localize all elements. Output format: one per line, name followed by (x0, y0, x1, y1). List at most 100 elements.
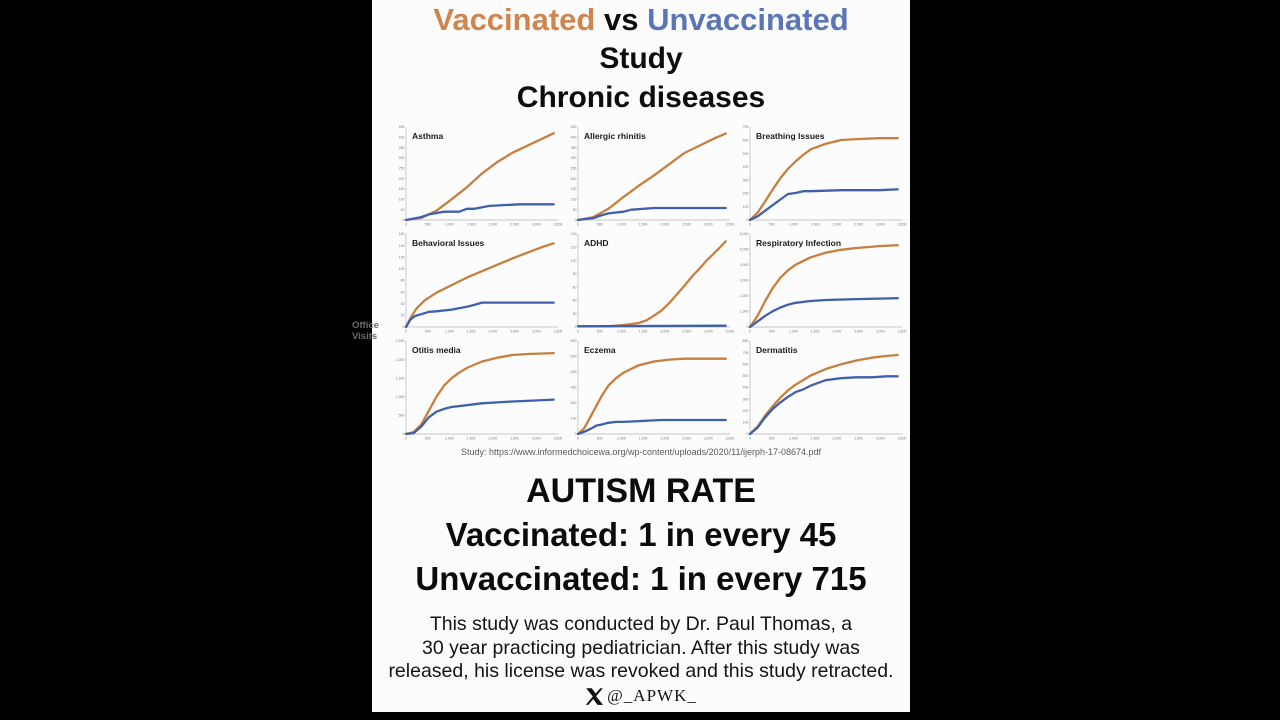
y-tick-label: 500 (399, 414, 405, 418)
x-tick-label: 1,000 (445, 330, 454, 334)
y-tick-label: 100 (399, 267, 405, 271)
x-tick-label: 500 (425, 223, 431, 227)
y-tick-label: 600 (743, 138, 749, 142)
y-tick-label: 2,000 (740, 294, 749, 298)
x-tick-label: 2,000 (488, 330, 497, 334)
x-tick-label: 500 (769, 330, 775, 334)
chart-asthma: 450 400 350 300 250 200 150 100 50 0 0 500 1,000 1,50… (392, 124, 564, 231)
shared-y-axis-label-line1: Office (352, 320, 379, 331)
y-tick-label: 600 (571, 339, 577, 343)
y-tick-label: 100 (743, 205, 749, 209)
series-unvaccinated (404, 203, 555, 222)
y-tick-label: 400 (743, 386, 749, 390)
y-tick-label: 400 (743, 165, 749, 169)
series-unvaccinated (576, 324, 727, 328)
x-tick-label: 3,500 (898, 330, 907, 334)
shared-y-axis-label: Office Visits (352, 320, 394, 342)
x-tick-label: 3,000 (876, 223, 885, 227)
x-tick-label: 500 (425, 330, 431, 334)
y-tick-label: 50 (573, 208, 577, 212)
chart-behavioral-issues: 160 140 120 100 80 60 40 20 0 0 500 1,000 1,500 2,000… (392, 231, 564, 338)
x-tick-label: 0 (405, 223, 407, 227)
y-tick-label: 50 (401, 208, 405, 212)
x-tick-label: 1,500 (639, 330, 648, 334)
y-tick-label: 0 (575, 325, 577, 329)
x-tick-label: 2,500 (510, 223, 519, 227)
study-description-line1: This study was conducted by Dr. Paul Tho… (429, 613, 853, 635)
y-tick-label: 800 (743, 339, 749, 343)
y-tick-label: 500 (743, 374, 749, 378)
y-tick-label: 500 (743, 152, 749, 156)
x-tick-label: 2,500 (682, 223, 691, 227)
y-tick-label: 3,000 (740, 279, 749, 283)
chart-breathing-issues: 700 600 500 400 300 200 100 0 0 500 1,000 1,500 2,00… (736, 124, 908, 231)
x-tick-label: 3,000 (704, 330, 713, 334)
y-tick-label: 700 (743, 125, 749, 129)
autism-rate-block: AUTISM RATE Vaccinated: 1 in every 45 Un… (372, 469, 910, 601)
x-tick-label: 0 (405, 437, 407, 441)
x-tick-label: 1,500 (811, 437, 820, 441)
x-tick-label: 1,500 (467, 223, 476, 227)
y-tick-label: 150 (571, 187, 577, 191)
x-tick-label: 1,500 (811, 223, 820, 227)
x-tick-label: 2,000 (660, 437, 669, 441)
x-tick-label: 0 (577, 330, 579, 334)
chart-behavioral-issues-plot: 160 140 120 100 80 60 40 20 00 500 1,000 1,500 2,000… (399, 232, 563, 334)
chart-title: ADHD (584, 238, 609, 248)
y-tick-label: 200 (571, 177, 577, 181)
study-description-line2: 30 year practicing pediatrician. After t… (422, 636, 860, 659)
chart-title: Otitis media (412, 345, 461, 355)
y-tick-label: 2,000 (396, 358, 405, 362)
y-tick-label: 150 (399, 187, 405, 191)
chart-otitis-media: 2,500 2,000 1,500 1,000 500 0 0 500 1,000 1,500 2,… (392, 338, 564, 445)
y-tick-label: 0 (403, 325, 405, 329)
y-tick-label: 0 (747, 325, 749, 329)
series-unvaccinated (748, 375, 899, 436)
x-tick-label: 1,000 (789, 330, 798, 334)
chart-title: Behavioral Issues (412, 238, 485, 248)
x-tick-label: 0 (749, 330, 751, 334)
series-vaccinated (748, 353, 899, 436)
chart-adhd: 140 120 100 80 60 40 20 0 0 500 1,000 1,500 2,000 2,5… (564, 231, 736, 338)
x-tick-label: 1,500 (639, 437, 648, 441)
x-tick-label: 3,000 (532, 223, 541, 227)
y-tick-label: 0 (747, 218, 749, 222)
series-vaccinated (576, 357, 727, 436)
y-tick-label: 200 (743, 192, 749, 196)
y-tick-label: 0 (575, 218, 577, 222)
autism-rate-heading: AUTISM RATE (526, 472, 756, 510)
chart-eczema-plot: 600 500 400 300 200 100 00 500 1,000 1,500 2,000 2,… (571, 339, 735, 441)
series-unvaccinated (404, 398, 555, 436)
study-source-note: Study: https://www.informedchoicewa.org/… (460, 447, 822, 457)
y-tick-label: 300 (743, 178, 749, 182)
y-tick-label: 1,000 (740, 310, 749, 314)
y-tick-label: 200 (743, 409, 749, 413)
x-tick-label: 2,500 (682, 330, 691, 334)
y-tick-label: 300 (571, 156, 577, 160)
x-tick-label: 1,000 (789, 437, 798, 441)
x-tick-label: 1,500 (639, 223, 648, 227)
y-tick-label: 350 (399, 146, 405, 150)
chart-otitis-media-plot: 2,500 2,000 1,500 1,000 500 00 500 1,000 1,500 2,… (396, 339, 563, 441)
series-unvaccinated (576, 206, 727, 222)
y-tick-label: 300 (571, 386, 577, 390)
y-tick-label: 0 (403, 432, 405, 436)
x-tick-label: 3,000 (876, 437, 885, 441)
main-title-vaccinated: Vaccinated (433, 2, 596, 37)
y-tick-label: 2,500 (396, 339, 405, 343)
x-tick-label: 2,000 (488, 223, 497, 227)
infographic-panel: Vaccinated vs Unvaccinated Study Chronic… (372, 0, 910, 712)
y-tick-label: 40 (401, 302, 405, 306)
y-tick-label: 80 (573, 272, 577, 276)
credit-row: @_APWK_ (372, 686, 910, 706)
main-title-vs: vs (595, 2, 648, 37)
chart-eczema: 600 500 400 300 200 100 0 0 500 1,000 1,500 2,000 2,… (564, 338, 736, 445)
series-unvaccinated (748, 297, 899, 329)
y-tick-label: 600 (743, 362, 749, 366)
y-tick-label: 400 (571, 370, 577, 374)
chart-respiratory-infection: 6,000 5,000 4,000 3,000 2,000 1,000 0 0 500 1,000… (736, 231, 908, 338)
y-tick-label: 100 (571, 417, 577, 421)
x-tick-label: 1,500 (811, 330, 820, 334)
